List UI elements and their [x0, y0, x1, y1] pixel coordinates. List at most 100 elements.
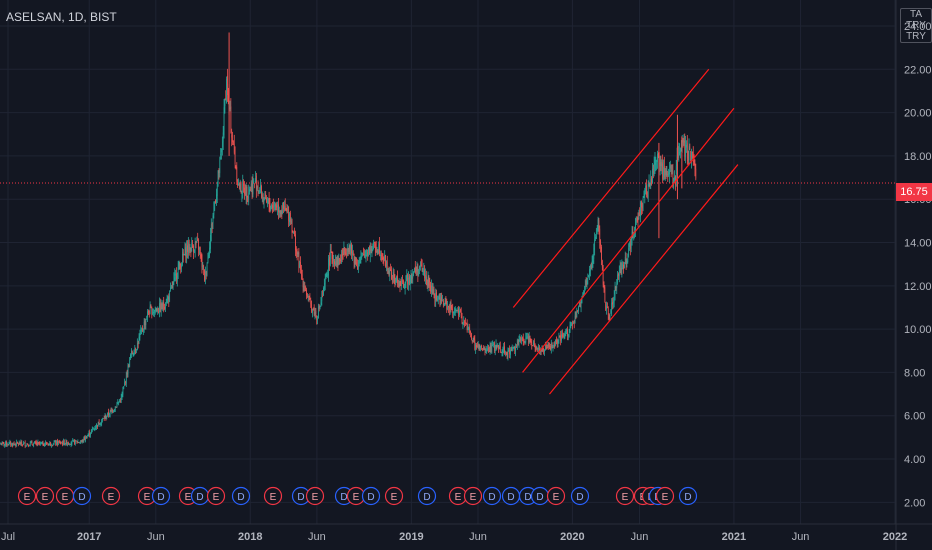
candle-body [201, 254, 203, 268]
earnings-marker[interactable]: E [384, 486, 404, 506]
candle-body [346, 248, 348, 255]
candle-body [70, 443, 72, 445]
earnings-marker[interactable]: E [206, 486, 226, 506]
candle-body [202, 265, 204, 268]
candle-body [308, 296, 310, 297]
dividend-marker[interactable]: D [151, 486, 171, 506]
candle-body [178, 262, 180, 269]
candle-body [52, 445, 53, 447]
candle-body [515, 347, 516, 352]
candle-body [685, 145, 686, 158]
candle-body [600, 241, 601, 246]
candle-body [152, 312, 153, 315]
candle-body [635, 218, 636, 230]
candle-body [675, 166, 677, 183]
earnings-marker[interactable]: E [305, 486, 325, 506]
candle-body [61, 442, 63, 444]
candle-body [371, 249, 373, 254]
candle-body [625, 258, 627, 265]
candle-body [176, 273, 177, 280]
candle-body [206, 264, 208, 276]
currency-badge[interactable]: TA TRY TRY [900, 8, 932, 43]
earnings-marker[interactable]: E [17, 486, 37, 506]
dividend-marker[interactable]: D [501, 486, 521, 506]
dividend-marker[interactable]: D [190, 486, 210, 506]
candle-body [380, 254, 381, 257]
candle-body [16, 441, 17, 445]
time-axis[interactable]: Jul 2017 Jun 2018 Jun 2019 Jun 2020 Jun 2021 Jun 20… [0, 523, 932, 543]
candle-body [41, 441, 43, 443]
candle-body [452, 309, 454, 314]
candle-body [525, 337, 527, 343]
candle-body [1, 444, 2, 446]
candle-body [141, 329, 142, 332]
dividend-marker[interactable]: D [231, 486, 251, 506]
earnings-marker[interactable]: E [55, 486, 75, 506]
candle-body [303, 285, 305, 287]
candle-body [116, 403, 118, 408]
candle-body [555, 339, 556, 345]
dividend-marker[interactable]: D [72, 486, 92, 506]
candle-body [398, 280, 400, 287]
trend-channel[interactable] [512, 68, 739, 395]
event-markers[interactable]: EEEDEEDEDEDEDEDEDEDEEDDDDEDEEEDED [17, 486, 698, 506]
candle-body [447, 306, 448, 310]
candle-body [227, 94, 229, 95]
event-label: E [108, 492, 115, 503]
candle-body [147, 311, 148, 318]
dividend-marker[interactable]: D [678, 486, 698, 506]
candle-body [136, 349, 137, 351]
candle-body [567, 329, 568, 336]
candle-body [486, 350, 488, 351]
dividend-marker[interactable]: D [570, 486, 590, 506]
candle-body [545, 345, 546, 350]
price-axis[interactable]: 2.004.006.008.0010.0012.0014.0016.0018.0… [895, 0, 932, 550]
candle-body [43, 444, 45, 446]
candle-body [266, 198, 267, 202]
candle-body [148, 312, 150, 315]
dividend-marker[interactable]: D [417, 486, 437, 506]
candle-body [488, 348, 489, 350]
candle-body [595, 237, 596, 239]
symbol-title: ASELSAN, 1D, BIST [6, 10, 117, 24]
candle-body [18, 443, 19, 445]
candle-body [469, 328, 471, 333]
earnings-marker[interactable]: E [615, 486, 635, 506]
candle-body [193, 250, 195, 254]
event-label: D [367, 492, 374, 503]
earnings-marker[interactable]: E [463, 486, 483, 506]
candle-body [528, 336, 529, 343]
candle-body [477, 345, 479, 348]
dividend-marker[interactable]: D [361, 486, 381, 506]
candle-body [150, 305, 152, 308]
candle-body [628, 248, 629, 257]
earnings-marker[interactable]: E [35, 486, 55, 506]
earnings-marker[interactable]: E [263, 486, 283, 506]
earnings-marker[interactable]: E [101, 486, 121, 506]
candle-body [331, 251, 333, 260]
candle-body [252, 182, 254, 195]
candle-body [394, 277, 396, 283]
candle-body [340, 259, 341, 262]
candle-body [273, 206, 274, 208]
candle-body [335, 262, 337, 266]
dividend-marker[interactable]: D [482, 486, 502, 506]
dividend-marker[interactable]: D [530, 486, 550, 506]
candle-body [15, 444, 17, 446]
event-label: E [42, 492, 49, 503]
candle-body [151, 306, 153, 316]
candle-body [624, 257, 626, 264]
earnings-marker[interactable]: E [655, 486, 675, 506]
candle-body [257, 184, 259, 189]
candle-body [108, 414, 110, 416]
candle-body [211, 224, 213, 226]
candle-body [404, 281, 406, 289]
candle-body [691, 151, 692, 160]
candle-body [57, 442, 59, 445]
candle-body [12, 443, 14, 446]
earnings-marker[interactable]: E [546, 486, 566, 506]
candle-body [239, 183, 240, 190]
candle-body [407, 274, 408, 285]
candle-body [640, 202, 641, 217]
